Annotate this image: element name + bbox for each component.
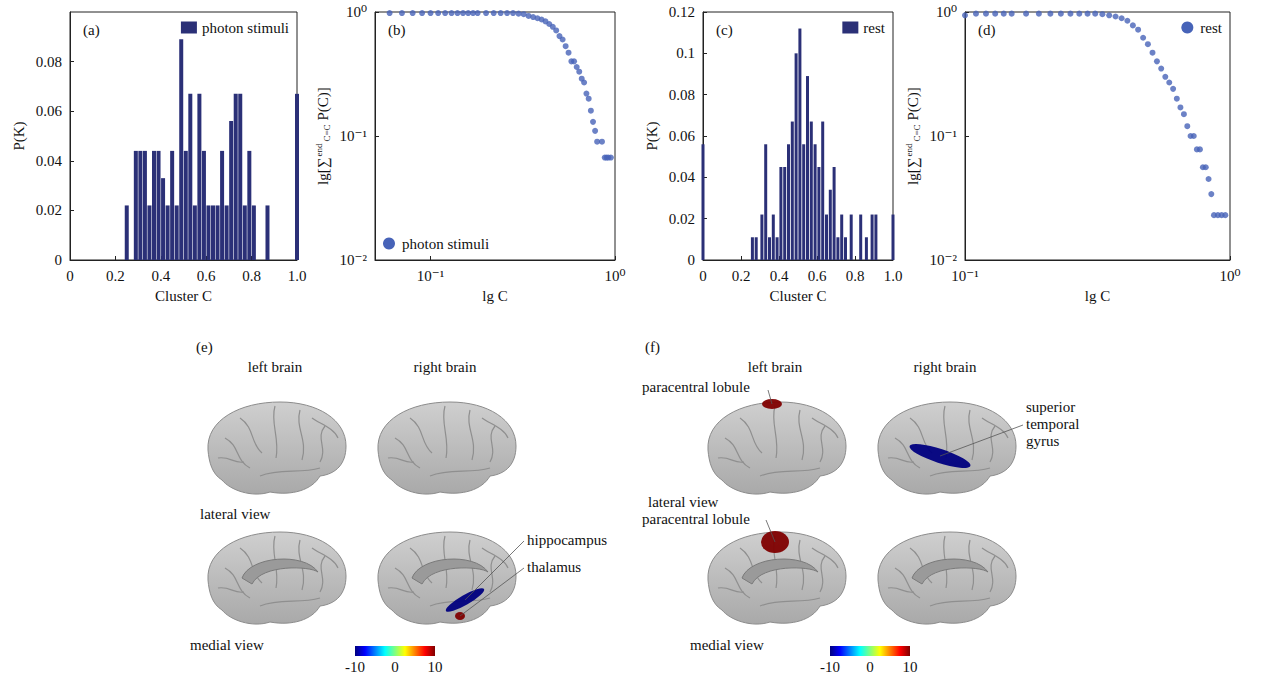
svg-text:lg C: lg C <box>1085 288 1110 304</box>
svg-text:1.0: 1.0 <box>884 268 903 284</box>
svg-text:(c): (c) <box>716 22 733 39</box>
svg-text:left brain: left brain <box>248 359 303 375</box>
svg-text:10⁰: 10⁰ <box>346 4 367 20</box>
svg-text:medial view: medial view <box>690 637 764 653</box>
svg-text:10: 10 <box>428 659 443 675</box>
svg-text:right brain: right brain <box>414 359 477 375</box>
svg-text:1.0: 1.0 <box>288 268 307 284</box>
svg-text:photon stimuli: photon stimuli <box>202 20 289 36</box>
svg-text:P(C)]: P(C)] <box>905 87 922 120</box>
svg-text:0.02: 0.02 <box>36 202 62 218</box>
svg-text:0: 0 <box>866 659 874 675</box>
svg-text:end: end <box>904 143 914 156</box>
svg-text:0.08: 0.08 <box>36 54 62 70</box>
svg-text:10⁻¹: 10⁻¹ <box>951 268 978 284</box>
svg-text:rest: rest <box>863 20 885 36</box>
svg-text:paracentral lobule: paracentral lobule <box>642 379 750 395</box>
svg-text:0: 0 <box>66 268 74 284</box>
svg-text:lg C: lg C <box>482 288 507 304</box>
svg-text:0.04: 0.04 <box>36 153 63 169</box>
svg-text:(d): (d) <box>978 22 996 39</box>
svg-text:(e): (e) <box>196 339 213 356</box>
svg-text:10⁰: 10⁰ <box>936 4 957 20</box>
svg-text:0.8: 0.8 <box>242 268 261 284</box>
svg-text:P(C)]: P(C)] <box>315 87 332 120</box>
svg-text:P(K): P(K) <box>11 121 28 150</box>
svg-text:C=C: C=C <box>322 124 332 141</box>
svg-text:0.06: 0.06 <box>669 128 696 144</box>
svg-text:Cluster C: Cluster C <box>155 288 212 304</box>
svg-text:C=C: C=C <box>912 124 922 141</box>
svg-text:0.08: 0.08 <box>669 87 695 103</box>
svg-text:0.4: 0.4 <box>770 268 789 284</box>
svg-text:gyrus: gyrus <box>1026 433 1059 449</box>
svg-text:thalamus: thalamus <box>527 559 581 575</box>
svg-text:0: 0 <box>699 268 707 284</box>
svg-text:0.02: 0.02 <box>669 211 695 227</box>
svg-text:0: 0 <box>391 659 399 675</box>
svg-text:temporal: temporal <box>1026 416 1079 432</box>
svg-text:left brain: left brain <box>748 359 803 375</box>
svg-text:hippocampus: hippocampus <box>527 532 607 548</box>
svg-text:(a): (a) <box>83 22 100 39</box>
svg-text:-10: -10 <box>345 659 365 675</box>
svg-text:10⁻¹: 10⁻¹ <box>417 268 444 284</box>
svg-text:0.4: 0.4 <box>151 268 170 284</box>
svg-text:-10: -10 <box>820 659 840 675</box>
svg-text:10⁻¹: 10⁻¹ <box>340 128 367 144</box>
svg-text:0.2: 0.2 <box>106 268 125 284</box>
svg-text:0.6: 0.6 <box>808 268 827 284</box>
svg-text:right brain: right brain <box>914 359 977 375</box>
svg-text:lg[∑: lg[∑ <box>905 158 922 185</box>
svg-text:rest: rest <box>1200 20 1222 36</box>
svg-text:10⁰: 10⁰ <box>1219 268 1240 284</box>
svg-text:0.1: 0.1 <box>676 45 695 61</box>
svg-text:0.06: 0.06 <box>36 103 63 119</box>
svg-text:0.8: 0.8 <box>846 268 865 284</box>
svg-text:lg[∑: lg[∑ <box>315 158 332 185</box>
svg-text:superior: superior <box>1026 399 1075 415</box>
svg-text:(f): (f) <box>645 339 660 356</box>
svg-text:photon stimuli: photon stimuli <box>402 236 489 252</box>
svg-text:0: 0 <box>688 252 696 268</box>
svg-text:0.6: 0.6 <box>197 268 216 284</box>
svg-text:0.2: 0.2 <box>732 268 751 284</box>
svg-text:0: 0 <box>55 252 63 268</box>
svg-text:end: end <box>314 143 324 156</box>
svg-text:10⁻²: 10⁻² <box>930 252 958 268</box>
svg-text:0.12: 0.12 <box>669 4 695 20</box>
svg-text:10: 10 <box>903 659 918 675</box>
svg-text:10⁰: 10⁰ <box>604 268 625 284</box>
svg-text:lateral view: lateral view <box>648 494 719 510</box>
svg-text:0.04: 0.04 <box>669 169 696 185</box>
svg-text:10⁻²: 10⁻² <box>340 252 368 268</box>
svg-text:paracentral lobule: paracentral lobule <box>642 511 750 527</box>
svg-text:lateral view: lateral view <box>200 506 271 522</box>
svg-text:P(K): P(K) <box>644 121 661 150</box>
svg-text:Cluster C: Cluster C <box>769 288 826 304</box>
svg-text:10⁻¹: 10⁻¹ <box>930 128 957 144</box>
svg-text:(b): (b) <box>388 22 406 39</box>
svg-text:medial view: medial view <box>190 637 264 653</box>
